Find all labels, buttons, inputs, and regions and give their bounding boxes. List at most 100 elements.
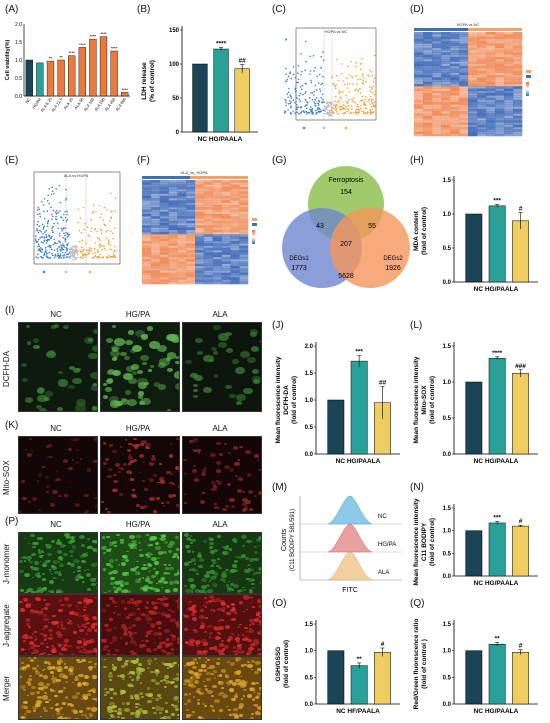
- heatmap-cell: [142, 265, 152, 269]
- cell-blob: [77, 649, 83, 654]
- volcano-point: [74, 245, 77, 247]
- heatmap-cell: [495, 79, 505, 83]
- cell-blob: [219, 654, 223, 655]
- heatmap-cell: [221, 245, 231, 249]
- cell-blob: [135, 571, 141, 576]
- heatmap-cell: [168, 191, 178, 194]
- heatmap-cell: [414, 70, 424, 73]
- cell-blob: [208, 579, 212, 582]
- cell-blob: [135, 504, 140, 507]
- heatmap-cell: [221, 225, 231, 228]
- heatmap-cell: [432, 74, 442, 78]
- heatmap-cell: [159, 220, 169, 224]
- volcano-point: [304, 99, 307, 101]
- cell-blob: [147, 609, 154, 614]
- heatmap-cell: [450, 124, 460, 128]
- cell-blob: [160, 602, 166, 606]
- heatmap-cell: [203, 234, 213, 237]
- volcano-point: [360, 107, 362, 110]
- cell-blob: [53, 570, 59, 574]
- volcano-point: [375, 90, 377, 93]
- cell-blob: [192, 611, 196, 614]
- cell-blob: [130, 364, 139, 370]
- volcano-point: [314, 103, 316, 105]
- volcano-e-title: ALA vs HGPA: [64, 173, 89, 178]
- heatmap-cell: [441, 93, 451, 96]
- volcano-point: [349, 83, 351, 85]
- cell-blob: [202, 539, 207, 543]
- cell-blob: [126, 601, 131, 605]
- cell-blob: [77, 626, 81, 629]
- heatmap-cell: [168, 236, 178, 240]
- cell-blob: [173, 572, 179, 577]
- y-tick-label: 150: [169, 28, 180, 34]
- cell-blob: [137, 663, 142, 666]
- heatmap-cell: [441, 133, 451, 137]
- cell-blob: [61, 627, 66, 631]
- cell-blob: [82, 648, 86, 651]
- cell-blob: [159, 642, 164, 645]
- cell-blob: [40, 554, 44, 557]
- volcano-point: [337, 79, 340, 82]
- volcano-point: [373, 111, 375, 113]
- volcano-point: [333, 84, 335, 86]
- cell-blob: [109, 576, 115, 581]
- cell-blob: [146, 544, 150, 547]
- volcano-point: [96, 256, 99, 259]
- cell-blob: [221, 618, 225, 621]
- volcano-point: [73, 246, 75, 249]
- cell-blob: [73, 571, 76, 573]
- volcano-point: [91, 257, 93, 259]
- cell-blob: [103, 443, 107, 446]
- volcano-point: [368, 98, 370, 101]
- col-header-nc-i: NC: [50, 310, 62, 319]
- volcano-point: [48, 251, 50, 254]
- heatmap-cell: [150, 274, 160, 278]
- cell-blob: [246, 630, 251, 634]
- cell-blob: [238, 649, 245, 654]
- heatmap-cell: [212, 200, 222, 203]
- significance-marker: ****: [122, 87, 129, 92]
- cell-blob: [53, 576, 57, 579]
- cell-blob: [60, 624, 64, 627]
- cell-blob: [119, 689, 123, 692]
- cell-blob: [49, 667, 53, 670]
- heatmap-cell: [423, 117, 433, 121]
- x-axis-label: NC HG/PAALA: [474, 458, 519, 465]
- cell-blob: [59, 544, 65, 548]
- cell-blob: [224, 505, 228, 508]
- cell-blob: [49, 688, 52, 690]
- heatmap-cell: [203, 252, 213, 255]
- heatmap-cell: [203, 180, 213, 183]
- cell-blob: [208, 631, 213, 635]
- heatmap-cell: [432, 108, 442, 112]
- heatmap-cell: [212, 227, 222, 231]
- cell-blob: [28, 560, 33, 564]
- cell-blob: [242, 512, 246, 513]
- heatmap-cell: [159, 247, 169, 251]
- cell-blob: [138, 549, 142, 552]
- heatmap-cell: [195, 198, 205, 201]
- volcano-point: [111, 232, 114, 235]
- heatmap-cell: [450, 70, 460, 73]
- cell-blob: [233, 712, 238, 716]
- flow-histogram-m: Counts (C11 BODIPY 581/591) NC HG/PA ALA…: [281, 495, 402, 594]
- heatmap-cell: [468, 79, 478, 83]
- volcano-point: [299, 112, 302, 114]
- cell-blob: [57, 600, 61, 603]
- heatmap-cell: [468, 120, 478, 123]
- cell-blob: [225, 718, 230, 719]
- heatmap-cell: [203, 182, 213, 185]
- volcano-point: [317, 102, 319, 105]
- cell-blob: [23, 537, 27, 540]
- cell-blob: [172, 494, 177, 497]
- heatmap-cell: [159, 189, 169, 192]
- volcano-point: [360, 104, 362, 107]
- heatmap-cell: [495, 50, 505, 53]
- heatmap-cell: [495, 97, 505, 101]
- cell-blob: [212, 324, 221, 331]
- heatmap-cell: [186, 259, 196, 262]
- volcano-point: [69, 253, 72, 256]
- cell-blob: [48, 350, 55, 356]
- cell-blob: [147, 563, 152, 567]
